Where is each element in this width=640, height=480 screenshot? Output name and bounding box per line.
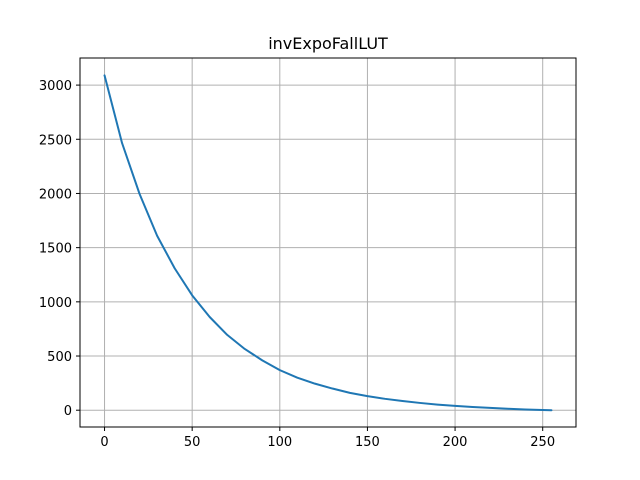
series-line-0 — [103, 74, 553, 412]
x-tick-label: 200 — [443, 435, 468, 450]
y-tick-label: 1500 — [39, 242, 72, 257]
plot-area-frame — [79, 57, 577, 428]
y-tick-label: 1000 — [39, 296, 72, 311]
x-tick-label: 0 — [100, 435, 108, 450]
x-tick-label: 250 — [530, 435, 555, 450]
y-tick-label: 2500 — [39, 133, 72, 148]
grid — [80, 58, 576, 427]
y-tick-label: 0 — [64, 404, 72, 419]
x-tick-label: 150 — [355, 435, 380, 450]
y-tick-label: 500 — [47, 350, 72, 365]
y-tick-label: 3000 — [39, 79, 72, 94]
x-tick-label: 100 — [267, 435, 292, 450]
y-tick-label: 2000 — [39, 187, 72, 202]
x-tick-label: 50 — [184, 435, 201, 450]
chart-title: invExpoFallLUT — [268, 34, 388, 53]
series-layer — [103, 74, 553, 412]
